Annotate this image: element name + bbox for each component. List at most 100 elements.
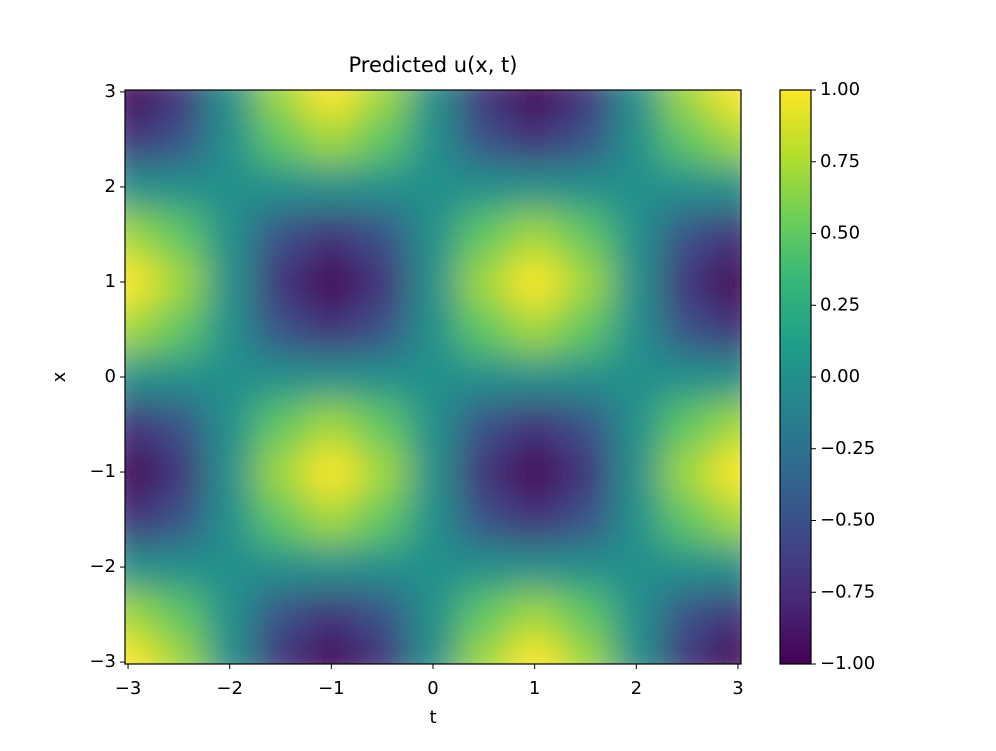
heatmap-cell [125, 353, 154, 402]
heatmap-cell [407, 115, 459, 164]
x-tick-label: 2 [631, 678, 642, 699]
heatmap-cell [610, 90, 663, 117]
y-tick-label: 1 [105, 271, 116, 292]
heatmap-cell [255, 495, 307, 544]
heatmap-cell [153, 638, 205, 664]
x-tick-label: 1 [529, 678, 540, 699]
colorbar-tick-label: 0.75 [820, 151, 860, 172]
heatmap-cell [661, 495, 714, 544]
heatmap-cell [204, 90, 256, 117]
heatmap-cell [712, 258, 741, 307]
heatmap-cell [560, 638, 612, 664]
y-axis-label: x [49, 371, 70, 382]
heatmap-cell [560, 163, 612, 212]
heatmap-cell [153, 353, 205, 402]
heatmap-cell [356, 638, 409, 664]
heatmap-cell [509, 90, 561, 117]
heatmap-cell [661, 90, 714, 117]
heatmap-cell [356, 90, 409, 117]
heatmap-cell [125, 210, 154, 259]
heatmap-cell [610, 495, 663, 544]
heatmap-cell [125, 495, 154, 544]
heatmap-cell [610, 305, 663, 354]
y-tick-label: 2 [105, 176, 116, 197]
heatmap-cell [125, 258, 154, 307]
heatmap-cell [509, 543, 561, 592]
heatmap-cell [255, 90, 307, 117]
heatmap-cell [560, 543, 612, 592]
heatmap-cell [458, 400, 510, 449]
heatmap-cell [356, 495, 409, 544]
heatmap-cell [305, 590, 358, 639]
heatmap-cell [712, 90, 741, 117]
heatmap-cell [509, 305, 561, 354]
heatmap-cell [153, 258, 205, 307]
heatmap-cell [712, 543, 741, 592]
heatmap-cell [255, 590, 307, 639]
heatmap-cell [458, 163, 510, 212]
heatmap-cell [458, 638, 510, 664]
heatmap-cell [509, 590, 561, 639]
heatmap-cell [356, 543, 409, 592]
heatmap-cell [560, 115, 612, 164]
heatmap-cell [458, 448, 510, 497]
heatmap-cell [407, 638, 459, 664]
heatmap-cell [610, 210, 663, 259]
heatmap-cell [204, 495, 256, 544]
heatmap-cell [356, 448, 409, 497]
colorbar-tick-label: −0.25 [820, 438, 875, 459]
heatmap-cell [458, 495, 510, 544]
heatmap-cell [661, 590, 714, 639]
heatmap-cell [407, 400, 459, 449]
heatmap-cell [407, 305, 459, 354]
heatmap-cell [458, 210, 510, 259]
heatmap-cell [458, 353, 510, 402]
heatmap-cell [407, 210, 459, 259]
heatmap-cell [661, 543, 714, 592]
heatmap-cell [255, 353, 307, 402]
heatmap-cell [204, 305, 256, 354]
heatmap-cell [153, 543, 205, 592]
heatmap-cell [712, 448, 741, 497]
heatmap-cell [661, 115, 714, 164]
heatmap-cell [305, 115, 358, 164]
heatmap-cell [305, 90, 358, 117]
heatmap-cell [305, 305, 358, 354]
heatmap-cell [255, 210, 307, 259]
x-tick-label: 0 [427, 678, 438, 699]
heatmap-cell [458, 258, 510, 307]
heatmap-cell [560, 353, 612, 402]
heatmap-cell [610, 353, 663, 402]
heatmap-cell [509, 210, 561, 259]
heatmap-cell [305, 163, 358, 212]
heatmap-cell [255, 305, 307, 354]
heatmap-cell [560, 90, 612, 117]
heatmap-cell [204, 448, 256, 497]
y-tick-label: −1 [89, 461, 116, 482]
heatmap-cell [204, 210, 256, 259]
heatmap-cell [610, 638, 663, 664]
y-tick-label: 3 [105, 81, 116, 102]
heatmap-cell [305, 448, 358, 497]
heatmap-cell [153, 590, 205, 639]
heatmap-cell [509, 115, 561, 164]
heatmap-cell [712, 495, 741, 544]
heatmap-cell [509, 495, 561, 544]
heatmap-cell [153, 448, 205, 497]
heatmap-cell [560, 495, 612, 544]
heatmap-cell [509, 353, 561, 402]
heatmap-cell [458, 543, 510, 592]
heatmap-cell [560, 210, 612, 259]
heatmap-cell [610, 448, 663, 497]
heatmap-cell [560, 448, 612, 497]
heatmap-cell [125, 590, 154, 639]
heatmap-cell [610, 590, 663, 639]
heatmap-cell [204, 163, 256, 212]
chart-title: Predicted u(x, t) [349, 53, 518, 77]
colorbar-tick-label: −0.50 [820, 510, 875, 531]
heatmap-cell [712, 115, 741, 164]
heatmap-cell [458, 115, 510, 164]
heatmap-cell [305, 543, 358, 592]
heatmap-cell [509, 448, 561, 497]
heatmap-cell [407, 163, 459, 212]
